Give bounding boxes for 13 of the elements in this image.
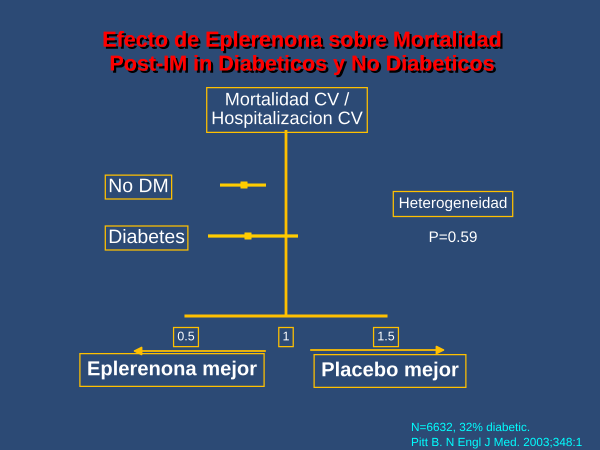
text: Pitt B. N Engl J Med. 2003;348:1 — [412, 437, 582, 449]
text: Heterogeneidad — [400, 196, 506, 212]
x-tick-label: 1.5 — [378, 332, 394, 340]
text: N=6632, 32% diabetic. — [412, 422, 530, 433]
text: P=0.59 — [430, 231, 477, 242]
x-tick-label: 0.5 — [178, 332, 194, 340]
text: Placebo mejor — [322, 362, 459, 380]
chart-title: Efecto de Eplerenona sobre Mortalidad Post-IM in Diabeticos y No Diabeticos — [104, 30, 503, 78]
y-tick-label: Diabetes — [110, 228, 184, 244]
y-tick-label: No DM — [110, 178, 168, 192]
chart-subtitle: Mortalidad CV / Hospitalizacion CV — [212, 92, 363, 128]
x-tick-label: 1 — [283, 332, 289, 340]
text: Eplerenona mejor — [88, 360, 257, 380]
